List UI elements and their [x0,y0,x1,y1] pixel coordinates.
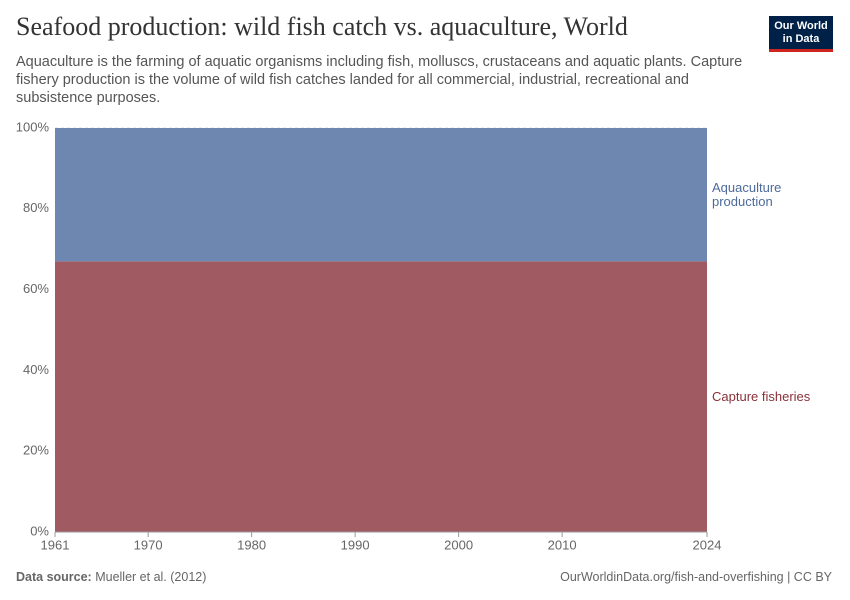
chart-title: Seafood production: wild fish catch vs. … [16,12,628,41]
x-tick-label: 1980 [237,537,266,552]
source-label: Data source: [16,570,92,584]
series-label[interactable]: Capture fisheries [712,388,811,404]
logo-text: in Data [782,33,820,45]
x-tick-label: 2000 [444,537,473,552]
area [55,261,707,532]
source-text[interactable]: Mueller et al. (2012) [95,570,207,584]
chart-subtitle: Aquaculture is the farming of aquatic or… [16,54,743,106]
x-tick-label: 1970 [134,537,163,552]
url[interactable]: OurWorldinData.org/fish-and-overfishing … [560,570,832,584]
y-tick-label: 80% [23,200,49,215]
x-tick-label: 2024 [693,537,722,552]
y-tick-label: 20% [23,443,49,458]
logo[interactable]: Our World in Data [769,16,833,52]
y-tick-label: 60% [23,281,49,296]
y-tick-label: 40% [23,362,49,377]
x-tick-label: 1961 [41,537,70,552]
logo-text: Our World [774,20,828,32]
y-tick-label: 100% [16,119,50,134]
source: Data source: Mueller et al. (2012) [16,570,206,584]
area [55,128,707,262]
x-tick-label: 2010 [548,537,577,552]
series-label[interactable]: Aquaculture production [712,179,782,209]
y-tick-label: 0% [30,523,49,538]
x-tick-label: 1990 [341,537,370,552]
